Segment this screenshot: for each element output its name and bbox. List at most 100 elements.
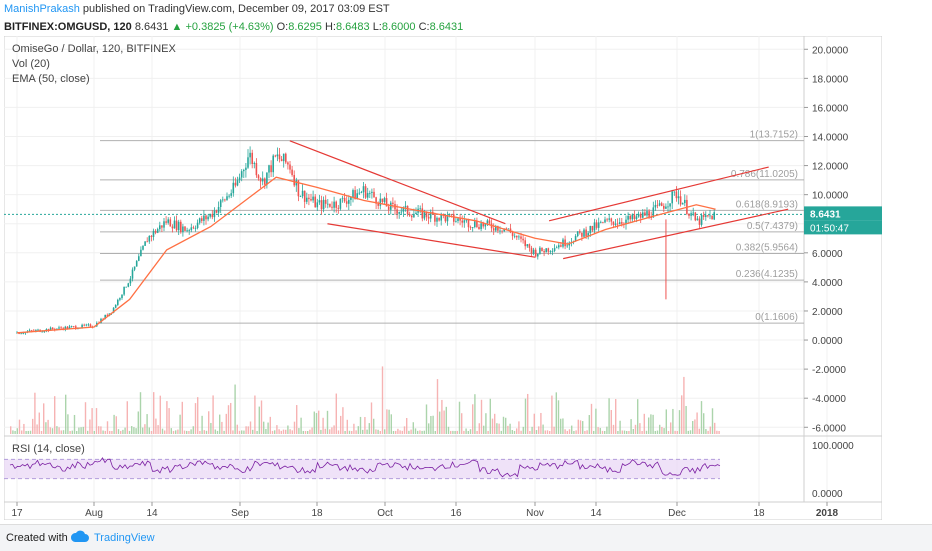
candle-body: [663, 205, 665, 209]
volume-bar: [511, 430, 513, 434]
volume-bar: [630, 419, 632, 434]
price-axis[interactable]: 20.0000 18.0000 16.0000 14.0000 12.0000 10.00…: [804, 45, 882, 434]
volume-bar: [344, 430, 346, 434]
time-axis[interactable]: 17 Aug 14 Sep 18 Oct 16 Nov 14 Dec 18 2018: [11, 502, 839, 519]
candle-body: [526, 244, 529, 247]
volume-bar: [203, 430, 205, 434]
tradingview-link[interactable]: TradingView: [94, 532, 155, 544]
volume-bar: [439, 411, 441, 434]
volume-bar: [417, 430, 419, 434]
volume-bar: [296, 405, 298, 434]
ema-line: [16, 176, 716, 334]
candle-body: [652, 207, 655, 218]
volume-bar: [247, 426, 249, 434]
rsi-legend-label: RSI (14, close): [12, 443, 85, 455]
volume-bar: [293, 421, 296, 434]
volume-bar: [450, 430, 452, 434]
fibonacci-levels: 1(13.7152) 0.786(11.0205) 0.618(8.9193) 0.5…: [4, 130, 804, 324]
candle-body: [566, 245, 568, 247]
volume-bar: [597, 427, 599, 434]
candle-body: [299, 196, 302, 197]
candle-body: [360, 192, 363, 194]
volume-bar: [681, 395, 683, 434]
candle-body: [318, 200, 321, 203]
candle-body: [681, 203, 684, 205]
candle-body: [585, 229, 587, 237]
volume-bar: [373, 418, 375, 434]
volume-bar: [135, 428, 137, 434]
volume-bar: [467, 431, 469, 434]
volume-bar: [126, 401, 128, 434]
volume-bar: [216, 430, 219, 434]
candle-body: [392, 202, 394, 205]
trendline: [327, 223, 536, 258]
candle-body: [335, 201, 337, 208]
candle-body: [171, 226, 174, 229]
trendline: [289, 140, 506, 225]
close-label: C:: [418, 21, 430, 33]
candle-body: [154, 230, 157, 233]
candle-body: [377, 203, 379, 206]
candle-body: [64, 326, 67, 330]
volume-bar: [318, 410, 320, 434]
volume-bar: [291, 430, 293, 434]
candle-body: [436, 217, 438, 222]
candle-body: [501, 230, 503, 232]
time-tick-label: Dec: [668, 508, 686, 519]
volume-bar: [555, 392, 557, 434]
author-link[interactable]: ManishPrakash: [4, 3, 80, 15]
candle-body: [142, 245, 144, 250]
volume-bar: [564, 429, 566, 434]
candle-body: [316, 202, 319, 208]
candle-body: [639, 213, 642, 218]
volume-bar: [430, 416, 432, 434]
candle-body: [608, 218, 610, 220]
candle-body: [114, 304, 117, 308]
volume-bars: [10, 366, 720, 434]
volume-bar: [190, 429, 192, 434]
publish-line: ManishPrakash published on TradingView.c…: [4, 3, 390, 15]
candle-body: [203, 215, 205, 221]
candle-body: [476, 221, 478, 227]
volume-bar: [16, 428, 18, 434]
price-tick-label: -6.0000: [812, 423, 846, 434]
volume-bar: [696, 412, 698, 434]
candle-body: [161, 225, 163, 228]
volume-bar: [410, 429, 412, 434]
candle-body: [289, 164, 291, 170]
volume-bar: [368, 423, 370, 434]
volume-bar: [549, 430, 551, 434]
volume-bar: [632, 429, 634, 434]
candle-body: [537, 253, 539, 257]
candle-body: [673, 191, 676, 193]
chart-area[interactable]: 1(13.7152) 0.786(11.0205) 0.618(8.9193) 0.5…: [3, 35, 883, 521]
volume-bar: [133, 427, 135, 434]
candle-body: [331, 206, 333, 208]
volume-bar: [516, 428, 518, 434]
candle-body: [694, 212, 697, 221]
candle-body: [669, 203, 671, 207]
rsi-pane: RSI (14, close) 100.0000 0.0000: [4, 441, 854, 500]
volume-bar: [476, 430, 478, 434]
candle-body: [524, 240, 526, 247]
time-tick-label: 18: [753, 508, 765, 519]
candle-body: [266, 172, 268, 185]
candle-body: [261, 178, 264, 182]
candle-body: [528, 244, 531, 248]
volume-bar: [274, 430, 276, 434]
countdown-tag: [804, 220, 882, 235]
candle-body: [385, 198, 388, 207]
volume-bar: [155, 418, 157, 434]
volume-bar: [243, 430, 245, 434]
candle-body: [268, 165, 270, 173]
volume-bar: [577, 419, 579, 434]
high-value: 8.6483: [335, 21, 370, 33]
volume-bar: [269, 416, 271, 434]
volume-bar: [276, 425, 278, 434]
volume-bar: [683, 376, 685, 434]
volume-bar: [197, 397, 199, 434]
volume-bar: [258, 406, 260, 434]
candle-body: [222, 199, 224, 201]
price-chart-svg[interactable]: 1(13.7152) 0.786(11.0205) 0.618(8.9193) 0.5…: [3, 35, 883, 521]
candle-body: [198, 218, 201, 223]
